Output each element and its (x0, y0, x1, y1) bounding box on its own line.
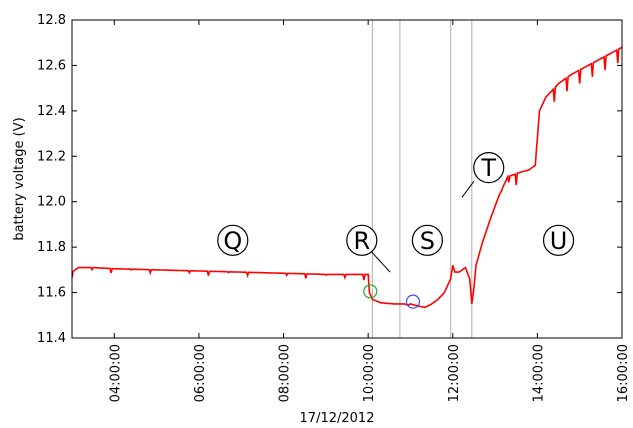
x-tick-label: 04:00:00 (108, 344, 123, 402)
x-tick-label: 06:00:00 (193, 344, 208, 402)
region-label-text: U (550, 227, 568, 255)
region-label-circle (473, 152, 505, 184)
x-tick-label: 10:00:00 (362, 344, 377, 402)
region-annotations: Q R S T U (217, 152, 575, 256)
highlight-markers (363, 284, 421, 309)
region-label-r: R (346, 224, 378, 256)
vertical-reference-lines (371, 20, 473, 338)
x-tick-label: 16:00:00 (616, 344, 631, 402)
region-label-q: Q (217, 224, 249, 256)
region-label-s: S (411, 224, 443, 256)
highlight-circle-marker (363, 284, 378, 299)
x-tick-label: 12:00:00 (447, 344, 462, 402)
region-label-circle (217, 224, 249, 256)
y-tick-label: 11.8 (37, 240, 66, 255)
x-tick-label: 14:00:00 (531, 344, 546, 402)
region-label-text: T (480, 154, 496, 182)
x-tick-label: 08:00:00 (278, 344, 293, 402)
region-label-t: T (473, 152, 505, 184)
callout-line (461, 180, 475, 198)
y-tick-label: 12.8 (37, 13, 66, 28)
region-label-text: Q (223, 227, 242, 255)
region-label-text: S (420, 227, 435, 255)
y-tick-label: 12.4 (37, 104, 66, 119)
y-tick-label: 12.2 (37, 149, 66, 164)
y-tick-label: 11.6 (37, 286, 66, 301)
y-axis-title: battery voltage (V) (12, 117, 27, 240)
region-label-u: U (542, 224, 575, 256)
x-axis: 04:00:00 06:00:00 08:00:00 10:00:00 12:00:00… (108, 20, 631, 402)
callout-line (369, 250, 391, 273)
region-label-circle (346, 224, 378, 256)
region-label-text: R (353, 227, 370, 255)
plot-frame (71, 19, 623, 339)
voltage-series-line (71, 46, 623, 309)
highlight-circle-marker (405, 294, 421, 309)
series-group (71, 46, 623, 309)
y-axis: 11.4 11.6 11.8 12.0 12.2 12.4 12.6 12.8 (37, 13, 622, 346)
y-tick-label: 12.6 (37, 58, 66, 73)
x-axis-title: 17/12/2012 (300, 411, 375, 426)
region-label-circle (542, 224, 575, 256)
y-tick-label: 11.4 (37, 331, 66, 346)
y-tick-label: 12.0 (37, 195, 66, 210)
region-label-circle (411, 224, 443, 256)
callout-lines (369, 180, 475, 273)
